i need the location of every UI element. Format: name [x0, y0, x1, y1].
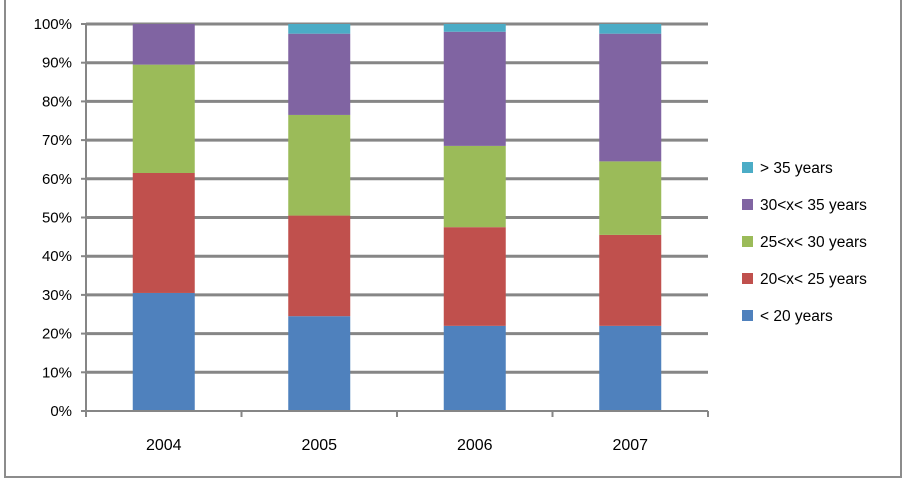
y-tick-label: 70%: [42, 132, 72, 149]
x-tick-label: 2004: [146, 437, 182, 454]
axes: [81, 23, 709, 417]
legend-swatch: [742, 162, 753, 173]
y-axis-ticks: 0% 10% 20% 30% 40% 50% 60% 70% 80% 90% 100%: [34, 16, 72, 420]
bar-segment: [288, 316, 351, 411]
y-tick-label: 100%: [34, 16, 72, 33]
legend: > 35 years 30<x< 35 years 25<x< 30 years 20…: [742, 160, 867, 325]
bar-segment: [443, 24, 506, 32]
x-axis-ticks: 2004 2005 2006 2007: [146, 437, 648, 454]
y-tick-label: 20%: [42, 326, 72, 343]
y-tick-label: 90%: [42, 55, 72, 72]
legend-label: < 20 years: [760, 308, 833, 325]
bar-segment: [443, 227, 506, 326]
bar-segment: [288, 33, 351, 115]
bar-segment: [288, 114, 351, 216]
y-tick-label: 10%: [42, 364, 72, 381]
bar-segment: [443, 145, 506, 228]
bar-segment: [443, 31, 506, 146]
bar-segment: [599, 234, 662, 326]
bar-segment: [443, 325, 506, 411]
bars: [132, 24, 662, 411]
bar-segment: [288, 215, 351, 317]
bar-segment: [599, 33, 662, 162]
bar-segment: [599, 325, 662, 411]
bar-segment: [599, 24, 662, 34]
legend-swatch: [742, 236, 753, 247]
legend-label: 20<x< 25 years: [760, 271, 867, 288]
bar-segment: [132, 172, 195, 293]
bar-segment: [599, 161, 662, 235]
legend-label: 25<x< 30 years: [760, 234, 867, 251]
y-tick-label: 40%: [42, 248, 72, 265]
y-tick-label: 30%: [42, 287, 72, 304]
legend-label: 30<x< 35 years: [760, 197, 867, 214]
x-tick-label: 2005: [301, 437, 337, 454]
legend-swatch: [742, 273, 753, 284]
y-tick-label: 0%: [50, 403, 72, 420]
y-tick-label: 60%: [42, 171, 72, 188]
legend-swatch: [742, 199, 753, 210]
legend-label: > 35 years: [760, 160, 833, 177]
bar-segment: [132, 292, 195, 411]
y-tick-label: 80%: [42, 93, 72, 110]
legend-swatch: [742, 310, 753, 321]
bar-segment: [288, 24, 351, 34]
bar-segment: [132, 24, 195, 65]
x-tick-label: 2007: [612, 437, 648, 454]
bar-segment: [132, 64, 195, 173]
x-tick-label: 2006: [457, 437, 493, 454]
y-tick-label: 50%: [42, 210, 72, 227]
